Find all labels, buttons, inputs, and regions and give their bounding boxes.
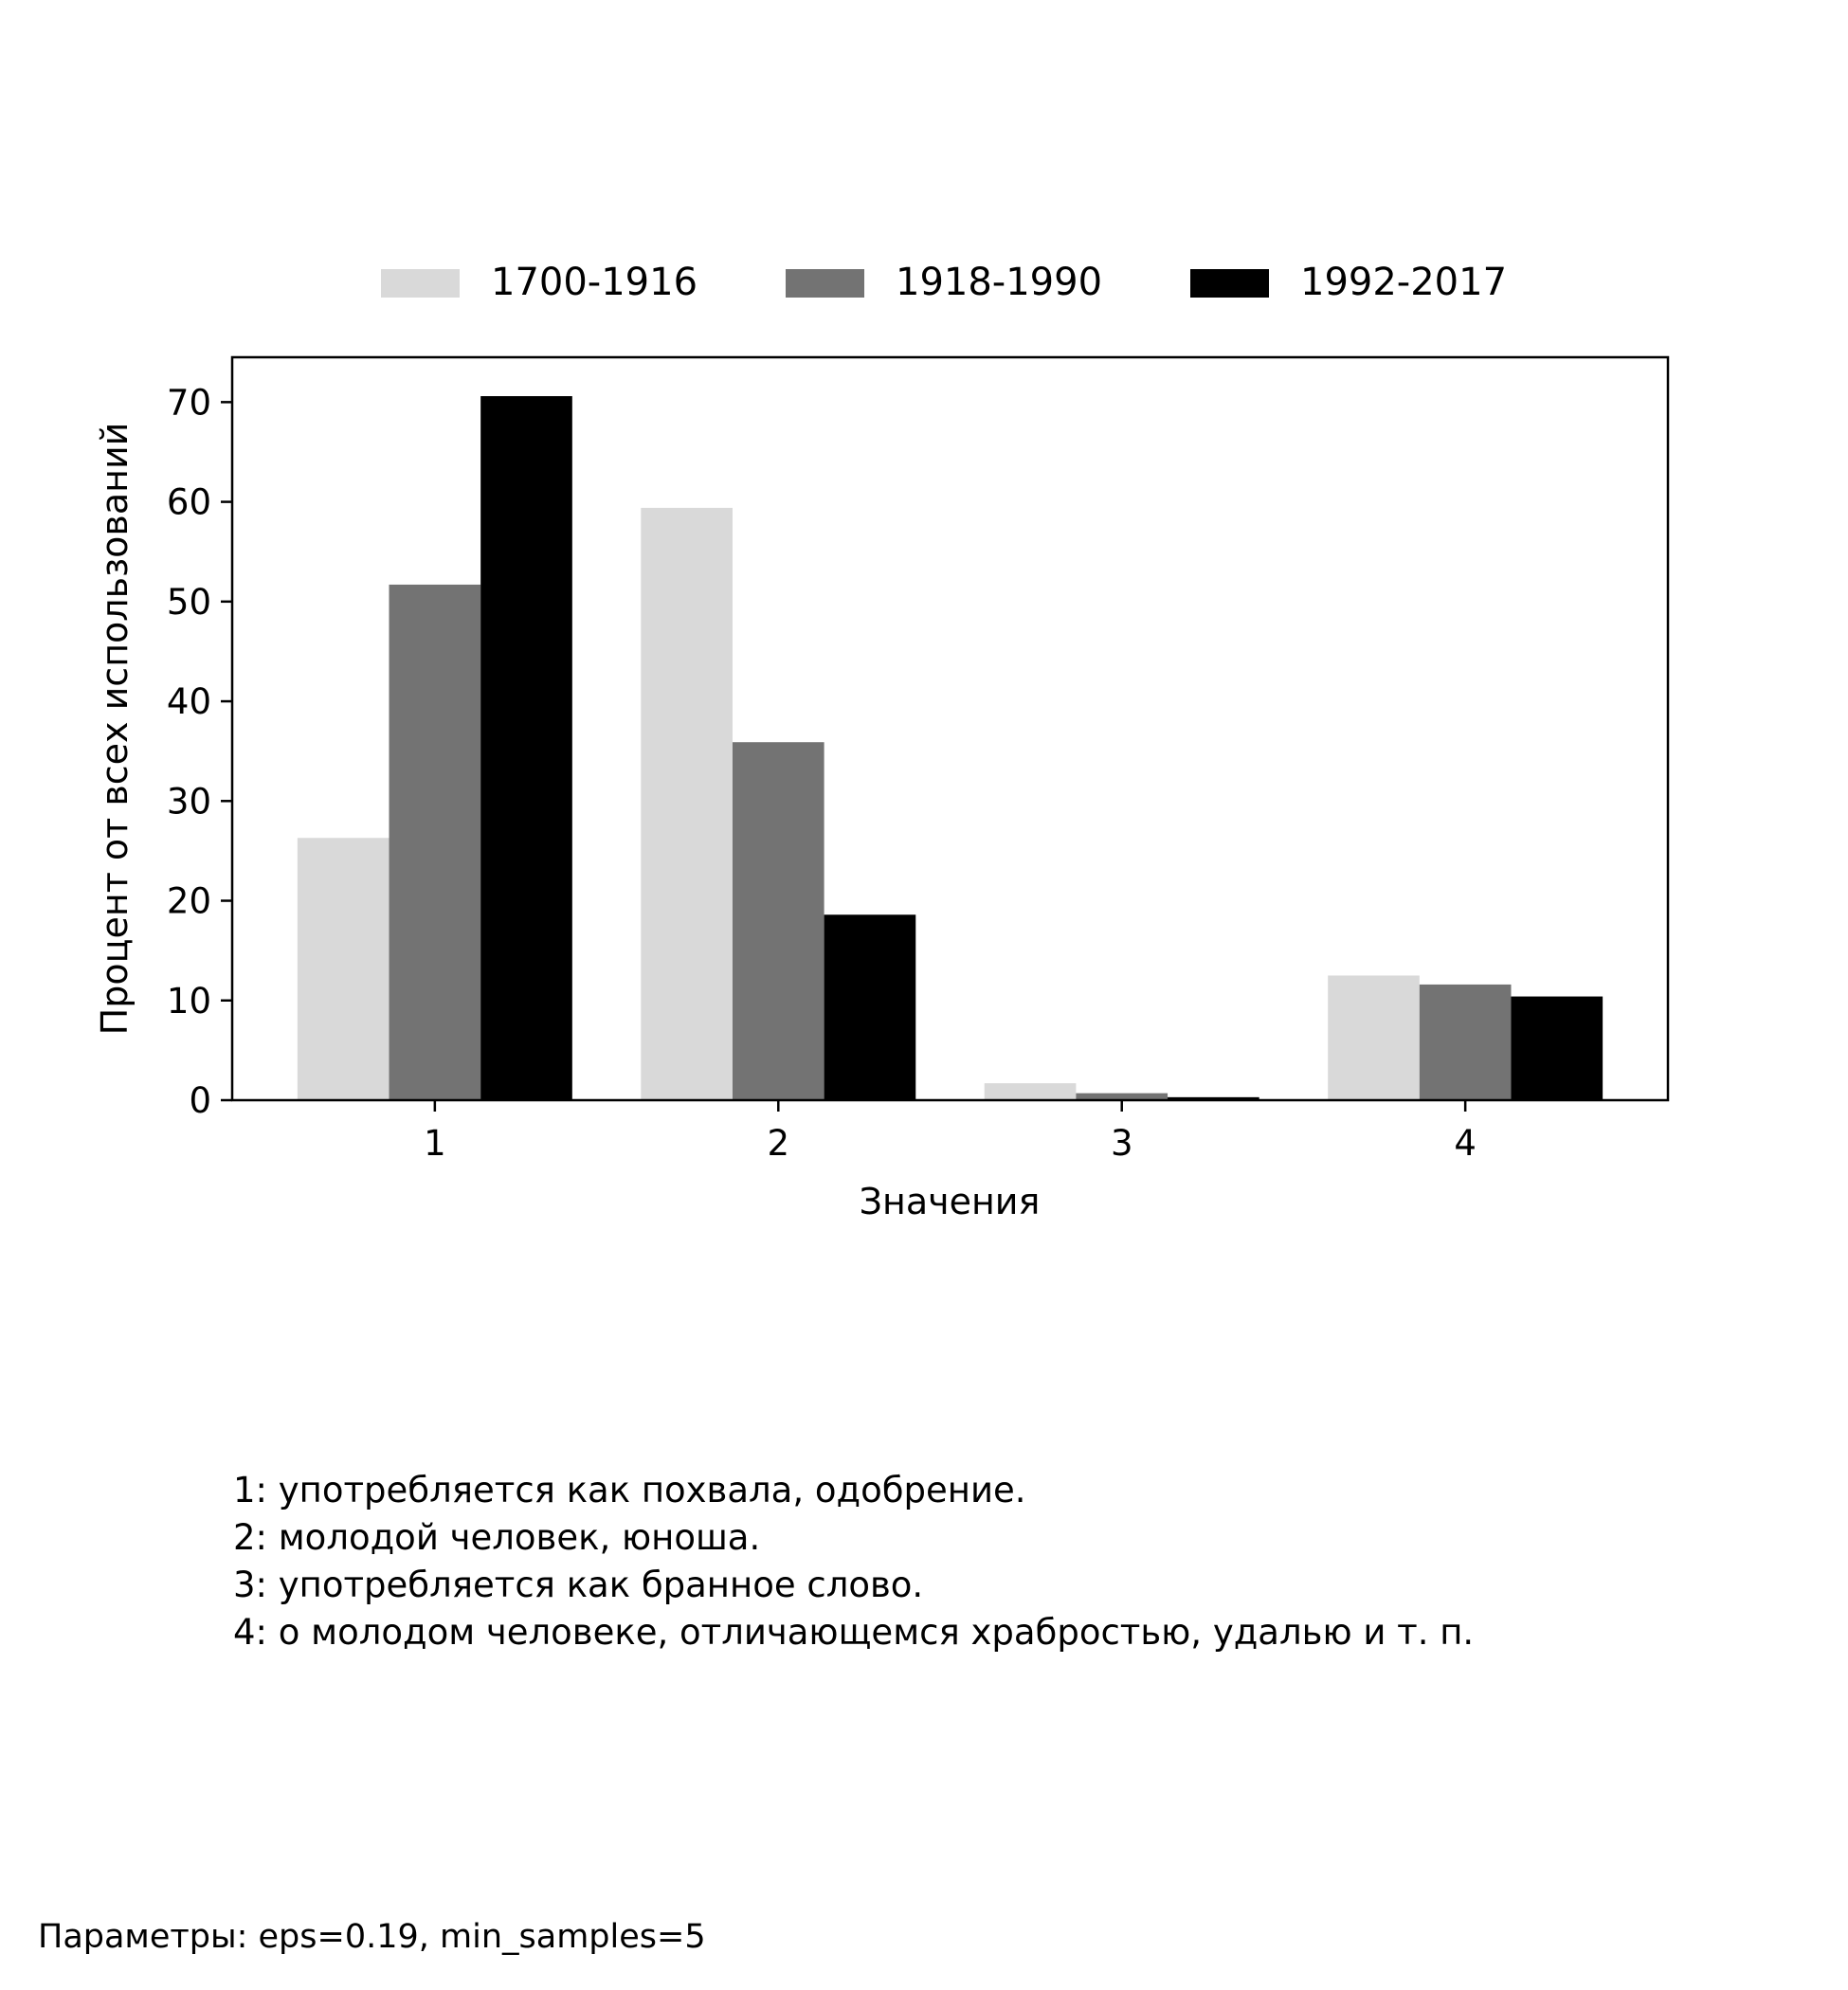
bar-1700-1916-3 bbox=[984, 1083, 1077, 1100]
bar-1918-1990-4 bbox=[1419, 984, 1512, 1100]
x-tick-label: 4 bbox=[1454, 1123, 1477, 1164]
legend-swatch bbox=[1190, 269, 1269, 298]
parameters-footer: Параметры: eps=0.19, min_samples=5 bbox=[38, 1918, 706, 1956]
x-tick-label: 3 bbox=[1111, 1123, 1133, 1164]
bar-1992-2017-3 bbox=[1168, 1096, 1259, 1100]
x-tick-label: 2 bbox=[768, 1123, 790, 1164]
bar-1918-1990-1 bbox=[389, 584, 481, 1100]
x-axis: 1 2 3 4 bbox=[424, 1100, 1477, 1164]
y-tick-label: 10 bbox=[167, 981, 211, 1022]
note-line: 3: употребляется как бранное слово. bbox=[233, 1565, 924, 1605]
note-line: 4: о молодом человеке, отличающемся храб… bbox=[233, 1612, 1475, 1653]
bar-1700-1916-4 bbox=[1328, 975, 1420, 1100]
category-notes: 1: употребляется как похвала, одобрение.… bbox=[233, 1467, 1474, 1656]
legend-label: 1992-2017 bbox=[1300, 261, 1507, 304]
note-line: 1: употребляется как похвала, одобрение. bbox=[233, 1470, 1026, 1511]
bar-1700-1916-2 bbox=[641, 507, 733, 1100]
y-tick-label: 40 bbox=[167, 681, 211, 722]
bar-1992-2017-1 bbox=[480, 396, 572, 1100]
legend-swatch bbox=[381, 269, 460, 298]
x-tick-label: 1 bbox=[424, 1123, 446, 1164]
bar-1992-2017-2 bbox=[824, 914, 916, 1100]
y-axis: 0 10 20 30 40 50 60 70 bbox=[167, 382, 232, 1121]
bar-1700-1916-1 bbox=[297, 838, 390, 1100]
legend-label: 1700-1916 bbox=[491, 261, 698, 304]
y-tick-label: 30 bbox=[167, 781, 211, 822]
y-tick-label: 70 bbox=[167, 382, 211, 423]
y-tick-label: 60 bbox=[167, 482, 211, 523]
y-axis-label: Процент от всех использований bbox=[94, 423, 136, 1036]
legend-label: 1918-1990 bbox=[896, 261, 1102, 304]
note-line: 2: молодой человек, юноша. bbox=[233, 1517, 761, 1558]
y-tick-label: 50 bbox=[167, 582, 211, 623]
chart-bars bbox=[297, 396, 1603, 1100]
y-tick-label: 20 bbox=[167, 881, 211, 922]
bar-1918-1990-2 bbox=[732, 742, 824, 1100]
legend-swatch bbox=[786, 269, 864, 298]
plot-frame bbox=[230, 355, 1670, 1102]
bar-1918-1990-3 bbox=[1076, 1093, 1169, 1100]
chart-legend: 1700-1916 1918-1990 1992-2017 bbox=[381, 261, 1507, 304]
bar-1992-2017-4 bbox=[1511, 996, 1603, 1100]
y-tick-label: 0 bbox=[189, 1080, 211, 1121]
x-axis-label: Значения bbox=[860, 1181, 1041, 1222]
